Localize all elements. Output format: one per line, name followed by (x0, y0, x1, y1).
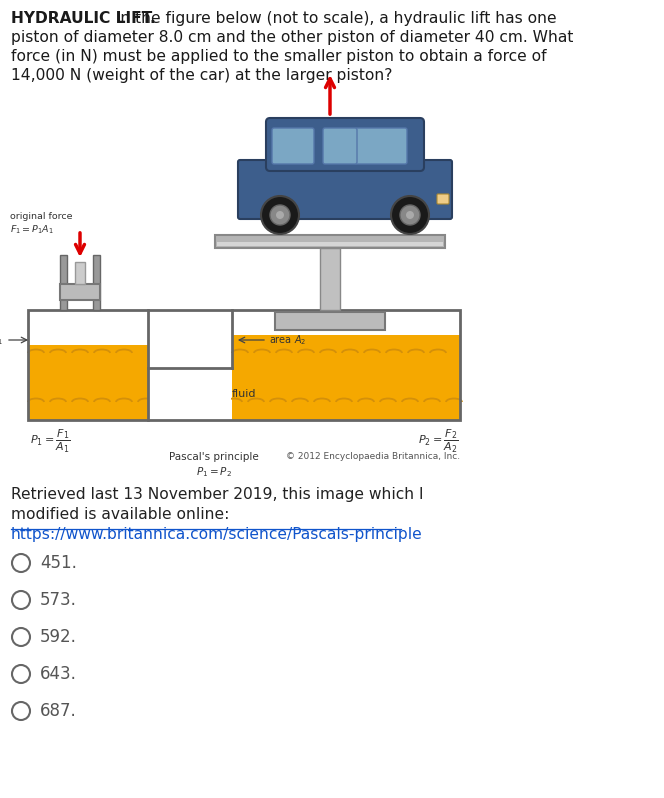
Text: https://www.britannica.com/science/Pascals-principle: https://www.britannica.com/science/Pasca… (11, 527, 423, 542)
Text: © 2012 Encyclopaedia Britannica, Inc.: © 2012 Encyclopaedia Britannica, Inc. (286, 452, 460, 461)
Circle shape (12, 554, 30, 572)
FancyBboxPatch shape (238, 160, 452, 219)
Text: 592.: 592. (40, 628, 77, 646)
FancyBboxPatch shape (355, 128, 407, 164)
Bar (28, 368, 148, 420)
Circle shape (270, 205, 290, 225)
Bar (28, 345, 148, 368)
Text: fluid: fluid (232, 389, 256, 399)
FancyBboxPatch shape (272, 128, 314, 164)
Text: modified is available online:: modified is available online: (11, 507, 229, 522)
Circle shape (261, 196, 299, 234)
Bar (275, 312, 385, 330)
Text: piston of diameter 8.0 cm and the other piston of diameter 40 cm. What: piston of diameter 8.0 cm and the other … (11, 30, 574, 45)
Bar (93, 255, 100, 310)
Text: Pascal's principle: Pascal's principle (169, 452, 259, 462)
Bar (149, 369, 231, 419)
Bar (28, 310, 460, 420)
Bar (215, 235, 445, 248)
Circle shape (12, 628, 30, 646)
Text: original force: original force (10, 212, 72, 221)
Bar (60, 284, 100, 300)
Text: Retrieved last 13 November 2019, this image which I: Retrieved last 13 November 2019, this im… (11, 487, 424, 502)
FancyBboxPatch shape (323, 128, 357, 164)
Bar (75, 262, 85, 284)
Text: $F_1 = P_1 A_1$: $F_1 = P_1 A_1$ (10, 223, 54, 235)
Circle shape (12, 665, 30, 683)
Bar (217, 242, 443, 246)
Circle shape (406, 211, 414, 219)
Text: force (in N) must be applied to the smaller piston to obtain a force of: force (in N) must be applied to the smal… (11, 49, 546, 64)
Circle shape (391, 196, 429, 234)
Text: area $A_1$: area $A_1$ (0, 333, 3, 347)
Circle shape (276, 211, 284, 219)
Text: area $A_2$: area $A_2$ (269, 333, 306, 347)
Bar (232, 335, 460, 368)
Circle shape (400, 205, 420, 225)
Text: $P_1 = \dfrac{F_1}{A_1}$: $P_1 = \dfrac{F_1}{A_1}$ (30, 428, 70, 455)
Circle shape (12, 591, 30, 609)
Circle shape (12, 702, 30, 720)
Text: 687.: 687. (40, 702, 77, 720)
Text: HYDRAULIC LIFT.: HYDRAULIC LIFT. (11, 11, 156, 26)
Text: 14,000 N (weight of the car) at the larger piston?: 14,000 N (weight of the car) at the larg… (11, 68, 392, 83)
Bar (320, 248, 340, 310)
Text: 573.: 573. (40, 591, 77, 609)
Text: $P_2 = \dfrac{F_2}{A_2}$: $P_2 = \dfrac{F_2}{A_2}$ (418, 428, 458, 455)
Text: $P_1 = P_2$: $P_1 = P_2$ (196, 465, 232, 479)
Bar (232, 368, 460, 420)
Text: In the figure below (not to scale), a hydraulic lift has one: In the figure below (not to scale), a hy… (111, 11, 556, 26)
Bar (60, 255, 67, 310)
FancyBboxPatch shape (437, 194, 449, 204)
Text: 451.: 451. (40, 554, 77, 572)
Text: 643.: 643. (40, 665, 77, 683)
FancyBboxPatch shape (266, 118, 424, 171)
